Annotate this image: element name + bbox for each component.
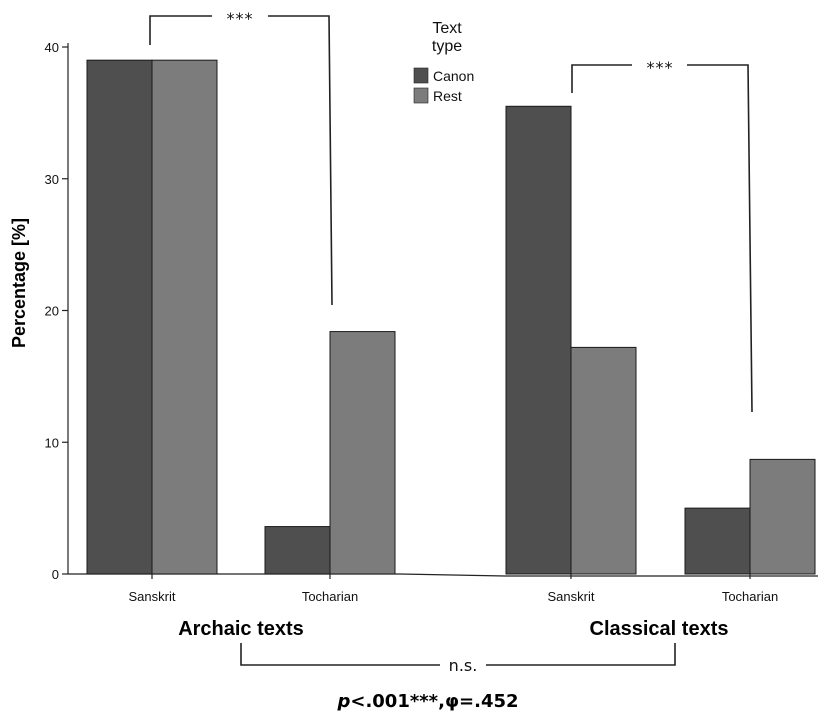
bar-1-sanskrit-canon bbox=[505, 105, 572, 575]
phi-value: φ=.452 bbox=[445, 691, 519, 712]
legend-label-rest: Rest bbox=[433, 88, 462, 104]
group-label-classical: Classical texts bbox=[590, 618, 729, 640]
legend-swatch-rest bbox=[413, 87, 429, 104]
y-axis-title: Percentage [%] bbox=[9, 218, 29, 348]
between-groups-bracket: n.s. bbox=[240, 643, 676, 675]
between-groups-ns: n.s. bbox=[449, 656, 478, 675]
significance-bracket-archaic: *** bbox=[149, 9, 333, 306]
x-tick-label-sanskrit: Sanskrit bbox=[548, 589, 595, 604]
legend-title-line1: Text bbox=[432, 20, 462, 37]
y-tick-label-40: 40 bbox=[45, 40, 59, 55]
bar-0-tocharian-canon bbox=[264, 526, 331, 575]
bars bbox=[86, 59, 816, 575]
significance-classical: *** bbox=[647, 58, 674, 77]
significance-archaic: *** bbox=[227, 9, 254, 28]
legend-label-canon: Canon bbox=[433, 68, 474, 84]
legend-swatch-canon bbox=[413, 67, 429, 84]
statistic-text: p<.001***,φ=.452 bbox=[336, 691, 518, 712]
bar-0-sanskrit-canon bbox=[86, 59, 153, 575]
x-tick-labels: Sanskrit Tocharian Sanskrit Tocharian bbox=[129, 574, 778, 604]
y-tick-label-0: 0 bbox=[52, 567, 59, 582]
x-tick-label-sanskrit: Sanskrit bbox=[129, 589, 176, 604]
legend-title-line2: type bbox=[432, 38, 462, 55]
bar-1-tocharian-canon bbox=[684, 507, 751, 575]
x-tick-label-tocharian: Tocharian bbox=[722, 589, 778, 604]
significance-bracket-classical: *** bbox=[571, 58, 753, 413]
x-axis-line-gap bbox=[399, 573, 506, 577]
y-tick-label-30: 30 bbox=[45, 172, 59, 187]
bar-0-sanskrit-rest bbox=[151, 59, 218, 575]
bar-1-sanskrit-rest bbox=[570, 346, 637, 575]
bar-0-tocharian-rest bbox=[329, 331, 396, 575]
legend: Text type Canon Rest bbox=[413, 20, 474, 104]
p-value: <.001***, bbox=[350, 691, 445, 712]
p-symbol: p bbox=[336, 691, 350, 712]
x-tick-label-tocharian: Tocharian bbox=[302, 589, 358, 604]
group-label-archaic: Archaic texts bbox=[178, 618, 304, 640]
bar-1-tocharian-rest bbox=[749, 458, 816, 575]
y-tick-label-10: 10 bbox=[45, 435, 59, 450]
y-tick-label-20: 20 bbox=[45, 304, 59, 319]
